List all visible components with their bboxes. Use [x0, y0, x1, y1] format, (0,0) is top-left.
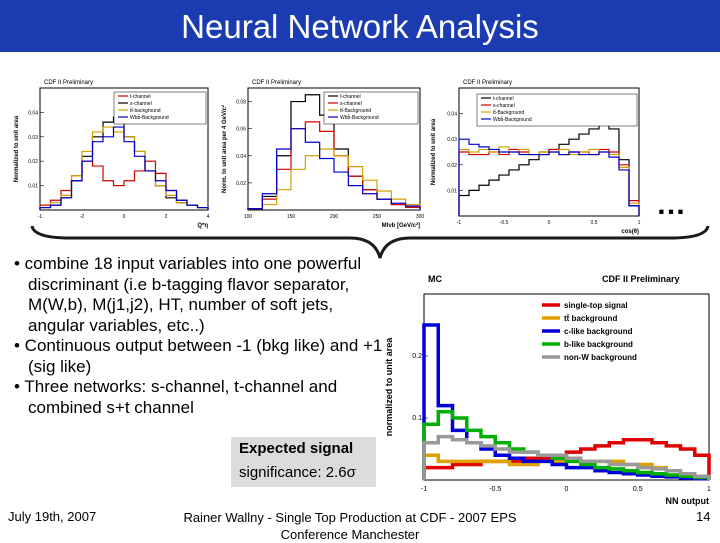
plot-nn-output: CDF II Preliminary MC normalized to unit a…	[382, 268, 716, 506]
legend-label: single-top signal	[564, 301, 628, 310]
x-tick-label: 0	[565, 486, 569, 493]
x-tick-label: 4	[207, 214, 210, 220]
legend-box	[476, 93, 638, 127]
x-tick-label: 2	[165, 214, 168, 220]
series-line	[458, 138, 640, 216]
slide-title: Neural Network Analysis	[181, 8, 539, 45]
chart-title: CDF II Preliminary	[602, 274, 680, 284]
footer-line2: Conference Manchester	[280, 527, 420, 542]
x-axis-label: Q*η	[197, 223, 208, 229]
x-tick-label: -1	[38, 214, 43, 220]
plot-qeta: CDF II Preliminary Normalized to unit are…	[10, 76, 215, 236]
x-tick-label: 0.5	[591, 220, 598, 226]
x-tick-label: 100	[244, 214, 253, 220]
title-bar: Neural Network Analysis	[0, 0, 720, 52]
chart-corner-label: MC	[428, 274, 442, 284]
legend-label: c-like background	[564, 327, 633, 336]
x-tick-label: -2	[80, 214, 85, 220]
y-tick-label: 0.03	[28, 135, 38, 141]
y-tick-label: 0.04	[447, 112, 457, 118]
legend-label: tt̄-background	[130, 107, 161, 114]
footer-line1: Rainer Wallny - Single Top Production at…	[183, 510, 517, 525]
y-tick-label: 0.04	[236, 154, 246, 160]
legend-label: non-W background	[564, 353, 637, 362]
x-tick-label: 250	[373, 214, 382, 220]
y-tick-label: 0.03	[447, 137, 457, 143]
footer-date: July 19th, 2007	[8, 509, 97, 524]
ellipsis: …	[656, 188, 686, 221]
legend-label: t-channel	[493, 96, 514, 102]
chart-title: CDF II Preliminary	[463, 80, 512, 86]
series-line	[247, 148, 421, 210]
x-tick-label: -1	[457, 220, 462, 226]
plot-mass: CDF II Preliminary Norm. to unit area per…	[216, 76, 426, 236]
y-tick-label: 0.04	[28, 110, 38, 116]
x-axis-label: NN output	[666, 496, 709, 506]
plot-costheta: CDF II Preliminary Normalized to unit are…	[425, 76, 647, 246]
series-line	[422, 437, 711, 480]
callout-line1: Expected signal	[239, 440, 354, 457]
x-tick-label: 0	[548, 220, 551, 226]
legend-label: s-channel	[340, 101, 362, 107]
legend-label: b-like background	[564, 340, 633, 349]
series-line	[247, 128, 421, 210]
chart-title: CDF II Preliminary	[252, 80, 301, 86]
legend-label: Wbb̄-Background	[130, 114, 169, 121]
bullet-item: • combine 18 input variables into one po…	[14, 254, 362, 335]
significance-callout: Expected signal significance: 2.6σ	[231, 437, 376, 487]
x-axis-label: cos(θ)	[621, 229, 639, 235]
footer-center: Rainer Wallny - Single Top Production at…	[160, 509, 540, 543]
y-tick-label: 0.01	[447, 188, 457, 194]
brace	[30, 225, 710, 259]
legend-label: tt̄-Background	[340, 107, 371, 114]
legend-label: tt̄-Background	[493, 109, 524, 116]
y-tick-label: 0.02	[28, 159, 38, 165]
y-axis-label: normalized to unit area	[384, 337, 394, 437]
plot-nn-output-svg: CDF II Preliminary MC normalized to unit a…	[384, 274, 711, 506]
x-tick-label: -0.5	[489, 486, 501, 493]
x-tick-label: -1	[421, 486, 427, 493]
x-tick-label: 0.5	[633, 486, 643, 493]
x-tick-label: 200	[330, 214, 339, 220]
y-axis-label: Norm. to unit area per 4 GeV/c²	[221, 105, 228, 193]
legend-label: Wbb̄-Background	[340, 114, 379, 121]
plot-qeta-svg: CDF II Preliminary Normalized to unit are…	[14, 80, 210, 229]
chart-title: CDF II Preliminary	[44, 80, 93, 86]
legend-label: tt̄ background	[564, 314, 617, 323]
y-axis-label: Normalized to unit area	[431, 118, 437, 185]
legend-label: s-channel	[130, 101, 152, 107]
plot-costheta-svg: CDF II Preliminary Normalized to unit are…	[431, 80, 641, 235]
bullet-item: • Continuous output between -1 (bkg like…	[14, 336, 383, 376]
legend-label: t-channel	[130, 94, 151, 100]
legend-label: Wbb̄-Background	[493, 116, 532, 123]
y-axis-label: Normalized to unit area	[14, 115, 20, 182]
y-tick-label: 0.2	[412, 353, 422, 360]
y-tick-label: 0.06	[236, 127, 246, 133]
x-axis-label: Mlνb [GeV/c²]	[382, 222, 420, 229]
callout-line2: significance: 2.6σ	[239, 464, 356, 481]
x-tick-label: 0	[123, 214, 126, 220]
x-tick-label: 1	[707, 486, 711, 493]
y-tick-label: 0.02	[236, 181, 246, 187]
y-tick-label: 0.02	[447, 163, 457, 169]
legend-box	[323, 91, 419, 125]
x-tick-label: 300	[416, 214, 425, 220]
bullet-list: • combine 18 input variables into one po…	[14, 254, 394, 418]
y-tick-label: 0.08	[236, 100, 246, 106]
legend-label: t-channel	[340, 94, 361, 100]
series-line	[39, 126, 209, 210]
x-tick-label: -0.5	[500, 220, 509, 226]
y-tick-label: 0.1	[412, 415, 422, 422]
legend-box	[113, 91, 207, 125]
plot-mass-svg: CDF II Preliminary Norm. to unit area per…	[221, 80, 425, 229]
x-tick-label: 1	[638, 220, 641, 226]
brace-path	[30, 225, 710, 259]
series-line	[422, 434, 711, 480]
page-number: 14	[696, 509, 711, 524]
bullet-item: • Three networks: s-channel, t-channel a…	[14, 377, 338, 417]
legend-label: s-channel	[493, 103, 515, 109]
y-tick-label: 0.01	[28, 184, 38, 190]
x-tick-label: 150	[287, 214, 296, 220]
